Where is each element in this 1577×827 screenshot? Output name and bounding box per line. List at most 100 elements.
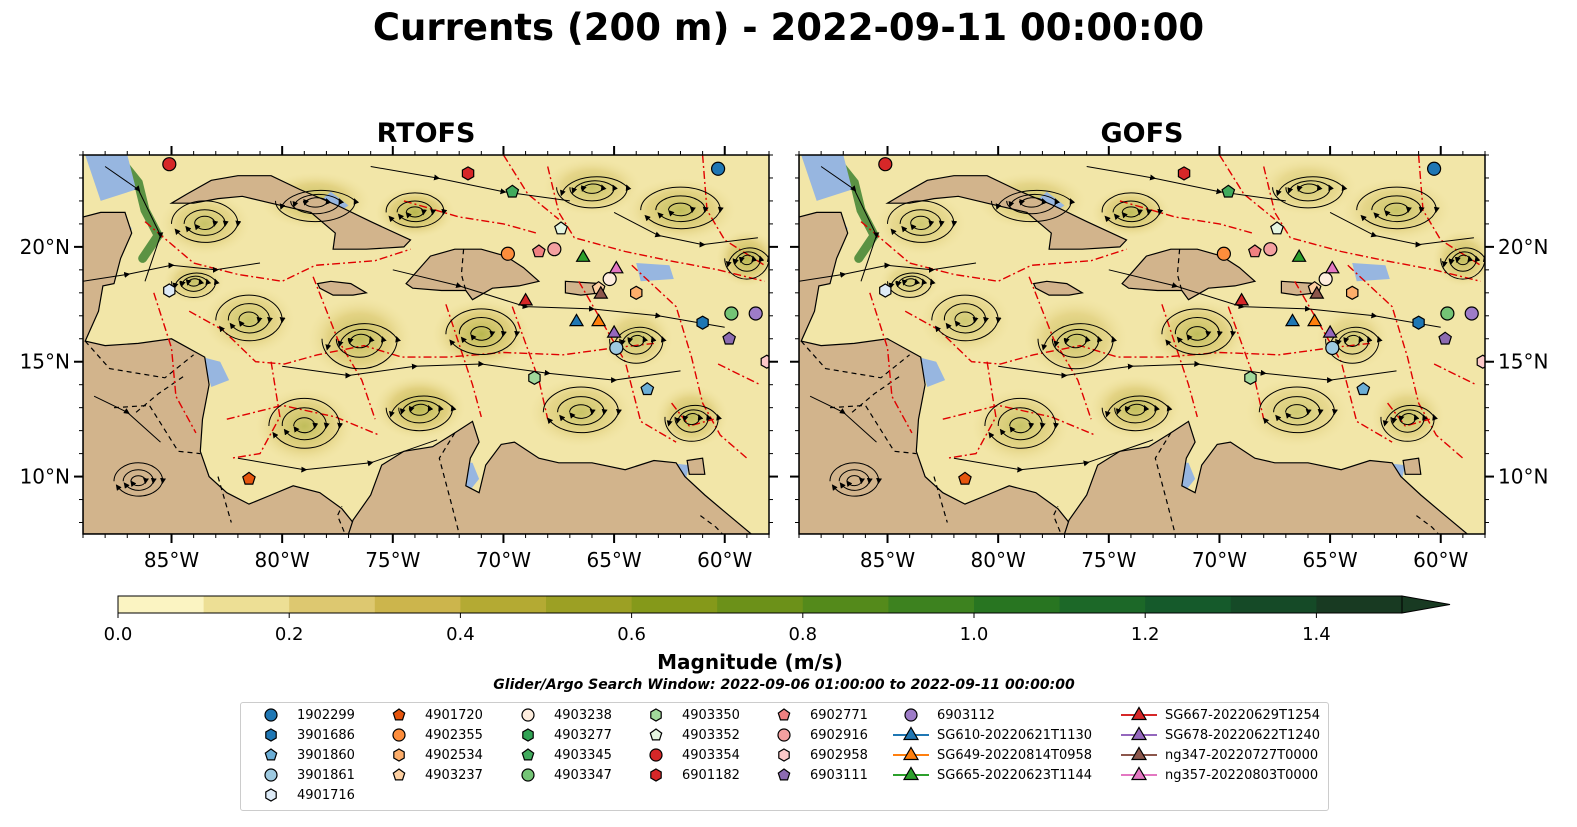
legend-entry: 4901716: [251, 785, 355, 805]
legend-triangle: [1130, 766, 1148, 781]
marker-SG665-20220623T1144: [1291, 248, 1307, 262]
legend-label: SG649-20220814T0958: [937, 747, 1093, 763]
legend-entry: 6902958: [764, 745, 868, 765]
marker-1902299: [711, 161, 726, 176]
legend-entry: 4902355: [379, 725, 483, 745]
colorbar-bin: [631, 596, 718, 613]
legend-entry: 6902771: [764, 705, 868, 725]
legend-hexagon: [650, 768, 662, 782]
colorbar-bin: [717, 596, 804, 613]
hexagon-marker-icon: [650, 708, 662, 722]
marker-SG667-20220629T1254: [1234, 292, 1250, 306]
hexagon-marker-icon: [778, 748, 790, 762]
colorbar-tick-label: 1.4: [1302, 624, 1331, 645]
legend-label: 6903112: [937, 707, 995, 723]
legend-label: 4903238: [554, 707, 612, 723]
marker-1902299: [1427, 161, 1442, 176]
marker-4903277: [1110, 155, 1112, 156]
colorbar-tick-label: 0.2: [275, 624, 304, 645]
lat-tick-label: 10°N: [20, 465, 70, 489]
marker-6901182: [461, 166, 475, 181]
marker-6901182: [1177, 166, 1191, 181]
legend-entry: 4902534: [379, 745, 483, 765]
marker-6903112: [748, 306, 763, 321]
lon-tick-label: 70°W: [1192, 548, 1247, 572]
legend-entry: 4903347: [508, 765, 612, 785]
legend-label: 4901716: [297, 787, 355, 803]
lon-tick-label: 65°W: [586, 548, 641, 572]
legend-label: 4903350: [682, 707, 740, 723]
legend-entry: ng357-20220803T0000: [1119, 765, 1318, 785]
legend-entry: SG665-20220623T1144: [891, 765, 1092, 785]
legend-entry: 4903237: [379, 765, 483, 785]
colorbar-bin: [1145, 596, 1232, 613]
axis-ticks: [74, 146, 778, 543]
marker-4901716: [163, 283, 176, 298]
marker-ng347-20220727T0000: [1309, 285, 1325, 299]
legend-entry: SG610-20220621T1130: [891, 725, 1092, 745]
marker-3901861: [609, 340, 624, 356]
triangle-marker-icon: [893, 746, 929, 761]
colorbar-frame: [117, 595, 1403, 614]
lon-tick-label: 60°W: [1413, 548, 1468, 572]
legend-hexagon: [265, 788, 277, 802]
legend-label: SG665-20220623T1144: [937, 767, 1093, 783]
marker-SG610-20220621T1130: [1284, 313, 1301, 327]
triangle-marker-icon: [893, 726, 929, 741]
marker-ng357-20220803T0000: [608, 260, 624, 274]
legend-label: 4902355: [425, 727, 483, 743]
marker-4903354: [878, 157, 893, 172]
legend-hexagon: [778, 748, 790, 762]
legend-entry: 4901720: [379, 705, 483, 725]
lat-tick-label: 15°N: [1498, 350, 1548, 374]
legend-label: 6903111: [810, 767, 868, 783]
circle-marker-icon: [392, 728, 406, 742]
marker-4903350: [528, 370, 541, 385]
circle-marker-icon: [264, 768, 278, 782]
marker-4901720: [242, 471, 256, 485]
marker-ng357-20220803T0000: [1324, 260, 1340, 274]
land-masses: [799, 155, 1469, 534]
legend-circle: [392, 728, 406, 742]
legend: 1902299 3901686 3901860 3901861 4901716 49017…: [240, 702, 1329, 811]
lon-tick-label: 80°W: [255, 548, 310, 572]
legend-triangle: [1130, 726, 1148, 741]
marker-6902958: [760, 354, 769, 369]
pentagon-marker-icon: [777, 768, 791, 781]
colorbar-bin: [460, 596, 547, 613]
legend-label: 4902534: [425, 747, 483, 763]
colorbar-bin: [802, 596, 889, 613]
circle-marker-icon: [777, 728, 791, 742]
circle-marker-icon: [521, 708, 535, 722]
marker-3901686: [696, 315, 709, 330]
colorbar-tick-label: 1.0: [960, 624, 989, 645]
lon-tick-label: 80°W: [971, 548, 1026, 572]
lon-tick-label: 70°W: [476, 548, 531, 572]
lon-tick-label: 65°W: [1302, 548, 1357, 572]
hexagon-marker-icon: [650, 768, 662, 782]
legend-triangle: [902, 726, 920, 741]
legend-entry: 6901182: [636, 765, 740, 785]
legend-pentagon: [649, 728, 663, 741]
legend-pentagon: [777, 708, 791, 721]
marker-6902771: [531, 244, 546, 258]
legend-entry: 3901686: [251, 725, 355, 745]
streamlines: [83, 166, 769, 497]
legend-entry: 6903111: [764, 765, 868, 785]
marker-ng347-20220727T0000: [593, 285, 609, 299]
legend-circle: [521, 768, 535, 782]
circle-marker-icon: [649, 748, 663, 762]
legend-label: 4903347: [554, 767, 612, 783]
legend-triangle: [902, 746, 920, 761]
legend-label: SG667-20220629T1254: [1165, 707, 1321, 723]
marker-SG665-20220623T1144: [575, 248, 591, 262]
marker-SG667-20220629T1254: [518, 292, 534, 306]
map-frame: [82, 154, 770, 535]
legend-entry: 1902299: [251, 705, 355, 725]
marker-4903350: [1244, 370, 1257, 385]
colorbar-bin: [888, 596, 975, 613]
marker-6903111: [1438, 331, 1453, 345]
legend-pentagon: [392, 768, 406, 781]
legend-entry: 4903354: [636, 745, 740, 765]
marker-4903354: [162, 157, 177, 172]
